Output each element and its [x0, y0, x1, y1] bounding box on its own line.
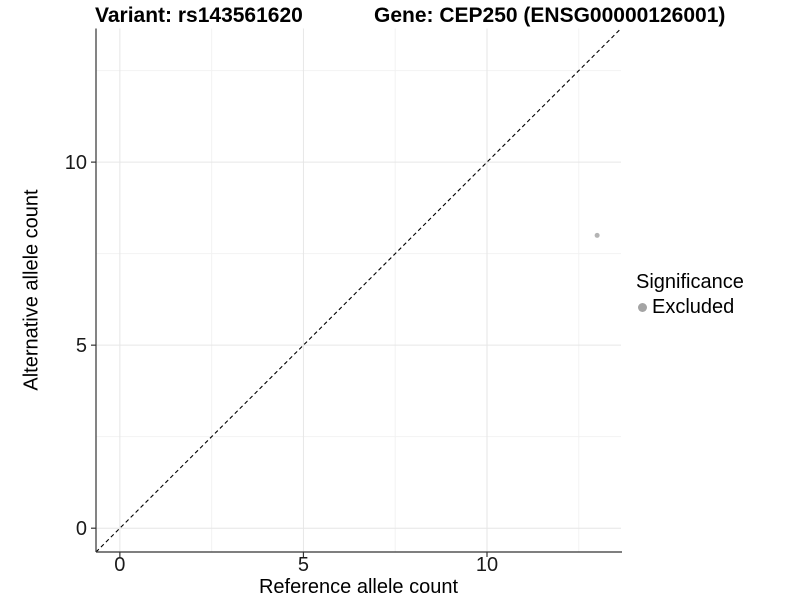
y-tick-label: 10 — [65, 152, 87, 174]
legend: Significance Excluded — [636, 271, 744, 319]
gene-title: Gene: CEP250 (ENSG00000126001) — [374, 4, 726, 27]
x-axis-title: Reference allele count — [258, 576, 458, 598]
y-tick-label: 5 — [76, 335, 87, 357]
y-axis-title: Alternative allele count — [20, 189, 43, 391]
legend-item-label: Excluded — [652, 296, 735, 318]
data-point — [594, 232, 600, 238]
x-tick-label: 5 — [298, 554, 309, 576]
legend-item-excluded: Excluded — [636, 296, 744, 319]
identity-dashed-line — [95, 28, 622, 553]
legend-key-dot-icon — [638, 303, 647, 312]
x-tick-label: 0 — [114, 554, 125, 576]
variant-title: Variant: rs143561620 — [95, 4, 303, 27]
x-tick-label: 10 — [476, 554, 498, 576]
y-tick-label: 0 — [76, 518, 87, 540]
legend-title: Significance — [636, 271, 744, 293]
